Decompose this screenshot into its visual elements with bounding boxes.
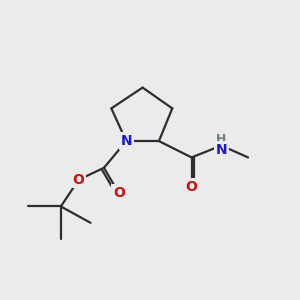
Text: H: H [216, 133, 226, 146]
Text: O: O [113, 186, 125, 200]
Text: O: O [186, 180, 197, 194]
Text: N: N [120, 134, 132, 148]
Text: O: O [73, 173, 85, 187]
Text: N: N [215, 143, 227, 157]
